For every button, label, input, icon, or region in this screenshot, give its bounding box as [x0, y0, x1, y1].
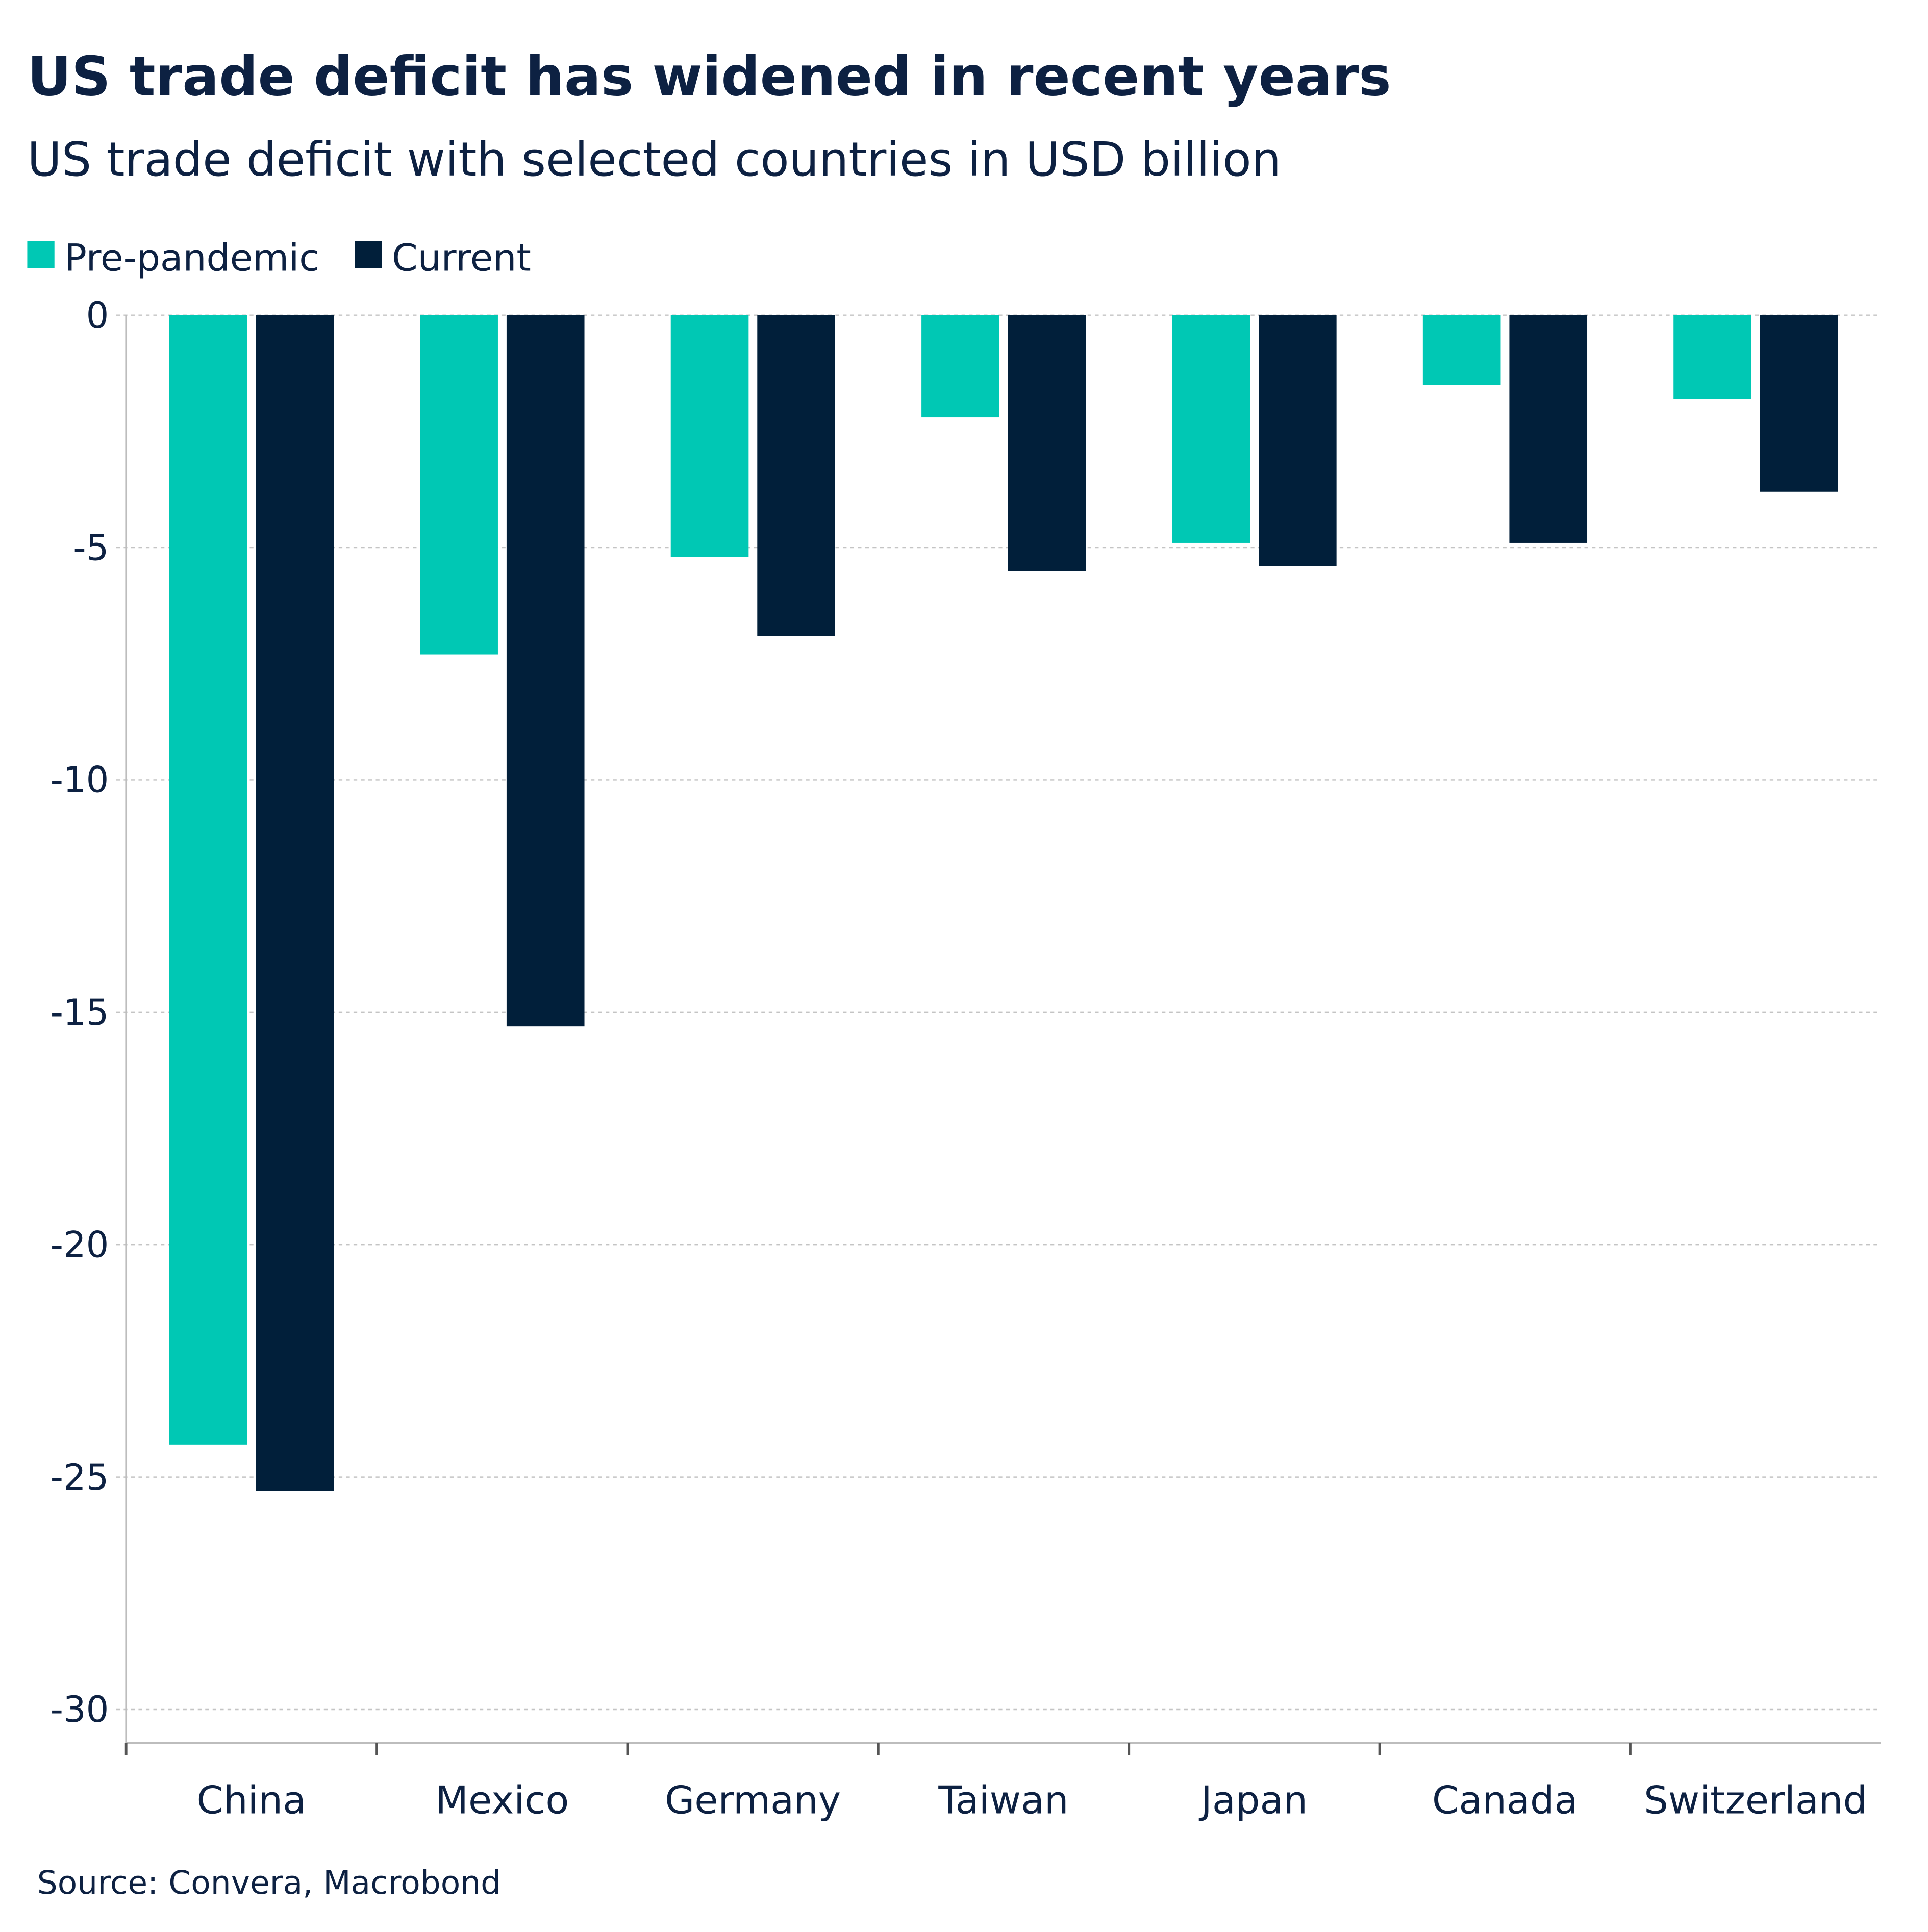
y-tick-label: -10 — [51, 759, 109, 801]
bar-pre-pandemic-canada — [1422, 315, 1501, 385]
y-tick-label: 0 — [86, 294, 109, 336]
bar-pre-pandemic-china — [169, 315, 247, 1445]
x-category-label: Germany — [665, 1777, 841, 1822]
legend-label-current: Current — [392, 237, 531, 280]
legend-swatch-pre-pandemic — [27, 241, 55, 268]
y-tick-label: -25 — [51, 1456, 109, 1498]
y-tick-label: -30 — [51, 1689, 109, 1730]
source-note: Source: Convera, Macrobond — [37, 1864, 501, 1901]
x-category-label: Switzerland — [1644, 1777, 1867, 1822]
bar-current-mexico — [506, 315, 585, 1027]
chart-subtitle: US trade deficit with selected countries… — [27, 132, 1281, 187]
bar-current-taiwan — [1008, 315, 1086, 571]
bar-pre-pandemic-mexico — [420, 315, 498, 655]
legend: Pre-pandemic Current — [27, 237, 531, 280]
bar-current-canada — [1509, 315, 1588, 543]
bar-current-china — [256, 315, 334, 1491]
y-tick-label: -5 — [73, 527, 109, 568]
bar-current-japan — [1259, 315, 1337, 566]
legend-label-pre-pandemic: Pre-pandemic — [64, 237, 319, 280]
bar-current-switzerland — [1760, 315, 1838, 492]
y-tick-label: -15 — [51, 992, 109, 1033]
x-category-label: Taiwan — [938, 1777, 1068, 1822]
legend-swatch-current — [355, 241, 382, 268]
x-category-label: Japan — [1199, 1777, 1308, 1822]
x-category-label: Mexico — [435, 1777, 569, 1822]
bar-pre-pandemic-switzerland — [1673, 315, 1751, 399]
y-tick-label: -20 — [51, 1224, 109, 1266]
bar-current-germany — [757, 315, 835, 636]
chart-title: US trade deficit has widened in recent y… — [27, 45, 1391, 109]
bar-pre-pandemic-germany — [670, 315, 749, 557]
bar-pre-pandemic-japan — [1172, 315, 1250, 543]
bar-pre-pandemic-taiwan — [921, 315, 999, 418]
x-category-label: Canada — [1432, 1777, 1578, 1822]
x-category-label: China — [197, 1777, 306, 1822]
